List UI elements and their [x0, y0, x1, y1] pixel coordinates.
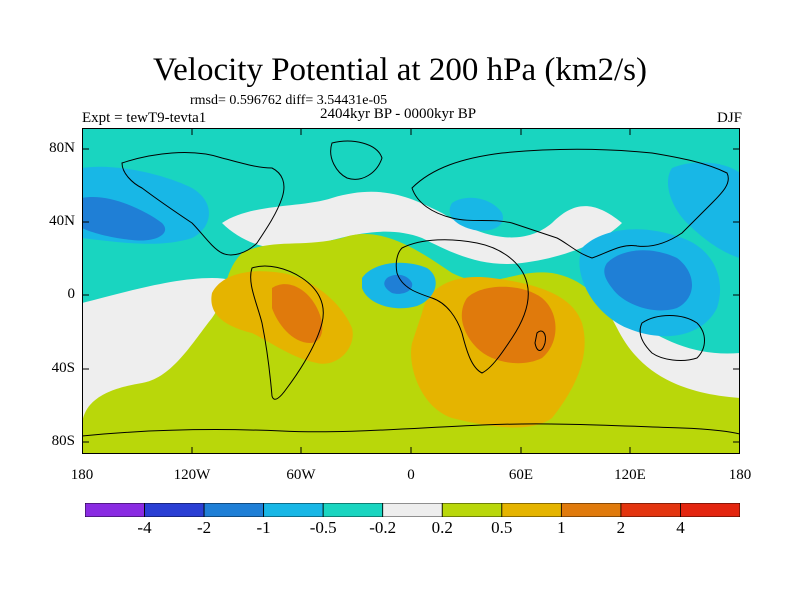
map-title: Velocity Potential at 200 hPa (km2/s): [152, 52, 648, 88]
colorbar-label: -1: [256, 518, 271, 537]
field-darkorange-africa: [461, 286, 556, 364]
colorbar-label: 4: [676, 518, 685, 537]
stats-text: rmsd= 0.596762 diff= 3.54431e-05: [190, 93, 388, 108]
season-label: DJF: [716, 110, 742, 126]
colorbar-label: 1: [557, 518, 566, 537]
field-midblue-maritime: [604, 250, 692, 311]
colorbar-label: 0.2: [431, 518, 453, 537]
colorbar-box: [85, 503, 145, 517]
colorbar-box: [322, 503, 384, 517]
lat-label-80n: 80N: [49, 140, 75, 156]
lon-label-180w: 180: [70, 467, 94, 483]
lon-label-180e: 180: [728, 467, 752, 483]
colorbar-label: 2: [616, 518, 626, 537]
colorbar-box: [144, 503, 205, 517]
colorbar-box: [680, 503, 740, 517]
colorbar: [85, 503, 740, 517]
colorbar-label: -2: [197, 518, 212, 537]
madagascar-coast: [534, 330, 546, 351]
colorbar-box: [620, 503, 681, 517]
colorbar-box: [263, 503, 324, 517]
lon-label-0: 0: [407, 467, 415, 483]
field-blue-europe: [449, 197, 503, 231]
colorbar-label: -0.5: [309, 518, 337, 537]
lat-label-40n: 40N: [49, 213, 75, 229]
field-neutral-north: [222, 191, 622, 264]
colorbar-box: [501, 503, 562, 517]
field-darkorange-samerica: [272, 284, 323, 343]
lon-label-120e: 120E: [614, 467, 646, 483]
map-panel: [82, 128, 740, 454]
axis-ticks: [82, 128, 740, 454]
colorbar-box: [203, 503, 265, 517]
lon-label-120w: 120W: [173, 467, 211, 483]
field-midblue-atlantic: [384, 274, 413, 294]
period-label: 2404kyr BP - 0000kyr BP: [320, 106, 477, 122]
south-america-coast: [250, 265, 324, 400]
colorbar-box: [382, 503, 443, 517]
lat-label-80s: 80S: [51, 433, 75, 449]
lon-label-60e: 60E: [508, 467, 534, 483]
colorbar-label: -4: [137, 518, 152, 537]
colorbar-box: [441, 503, 503, 517]
africa-coast: [395, 239, 529, 374]
colorbar-label: -0.2: [369, 518, 397, 537]
antarctica-coast: [82, 423, 740, 437]
experiment-label: Expt = tewT9-tevta1: [82, 110, 207, 126]
colorbar-label: 0.5: [491, 518, 513, 537]
coastlines: [82, 140, 740, 437]
australia-coast: [639, 315, 705, 361]
eurasia-coast: [411, 148, 729, 259]
lat-label-0: 0: [67, 286, 76, 302]
north-america-coast: [121, 152, 285, 256]
field-blue-nw-pacific: [667, 162, 740, 258]
lat-label-40s: 40S: [51, 360, 75, 376]
colorbar-box: [560, 503, 622, 517]
lon-label-60w: 60W: [286, 467, 316, 483]
greenland-coast: [330, 140, 383, 180]
field-midblue-pacific-north: [82, 197, 166, 241]
